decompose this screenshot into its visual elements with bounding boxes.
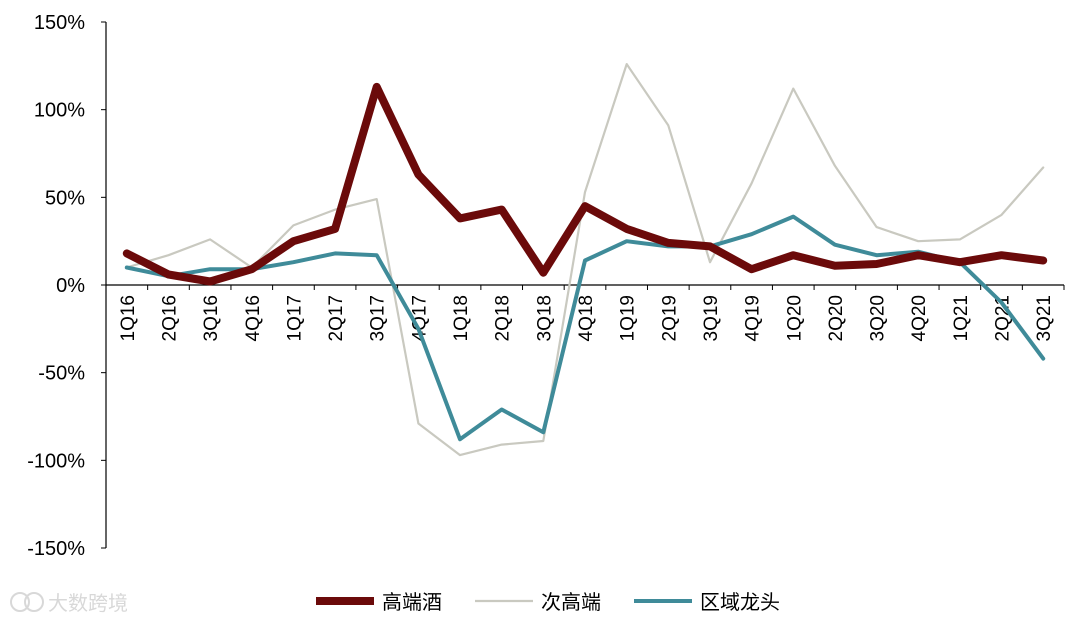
series-line-1 bbox=[125, 62, 1045, 457]
legend-label: 次高端 bbox=[541, 590, 601, 614]
y-tick-label: 0% bbox=[56, 275, 85, 297]
legend: 高端酒 次高端 区域龙头 bbox=[316, 590, 780, 614]
x-tick-label: 1Q19 bbox=[618, 295, 639, 341]
series-line-2 bbox=[124, 214, 1046, 442]
legend-label: 高端酒 bbox=[382, 590, 442, 614]
x-tick-label: 2Q19 bbox=[659, 295, 680, 341]
x-tick-label: 4Q18 bbox=[576, 295, 597, 341]
y-axis: 150% 100% 50% 0% -50% -100% -150% bbox=[27, 12, 107, 560]
x-tick-label: 1Q16 bbox=[118, 295, 139, 341]
x-tick-label: 3Q19 bbox=[701, 295, 722, 341]
x-tick-label: 2Q17 bbox=[326, 295, 347, 341]
x-tick-label: 1Q18 bbox=[451, 295, 472, 341]
series-layer bbox=[122, 62, 1048, 457]
x-tick-label: 4Q19 bbox=[743, 295, 764, 341]
x-tick-label: 1Q20 bbox=[784, 295, 805, 341]
x-tick-label: 3Q18 bbox=[534, 295, 555, 341]
x-tick-label: 1Q17 bbox=[284, 295, 305, 341]
x-tick-label: 3Q21 bbox=[1034, 295, 1055, 341]
y-tick-label: -100% bbox=[27, 450, 85, 472]
legend-label: 区域龙头 bbox=[700, 590, 780, 614]
x-tick-label: 4Q16 bbox=[243, 295, 264, 341]
x-tick-label: 2Q16 bbox=[159, 295, 180, 341]
watermark-text: 大数跨境 bbox=[48, 591, 128, 615]
watermark-logo-icon bbox=[10, 592, 44, 612]
x-tick-label: 4Q20 bbox=[909, 295, 930, 341]
series-line-0 bbox=[122, 82, 1048, 286]
x-tick-label: 3Q17 bbox=[368, 295, 389, 341]
x-axis: 1Q16 2Q16 3Q16 4Q16 1Q17 2Q17 3Q17 4Q17 1Q18 2Q18… bbox=[105, 284, 1065, 341]
y-tick-label: 50% bbox=[45, 187, 85, 209]
x-tick-label: 4Q17 bbox=[409, 295, 430, 341]
watermark: 大数跨境 bbox=[10, 591, 128, 615]
x-tick-label: 2Q21 bbox=[993, 295, 1014, 341]
y-tick-label: 150% bbox=[34, 12, 85, 34]
x-tick-label: 3Q20 bbox=[868, 295, 889, 341]
y-tick-label: -150% bbox=[27, 538, 85, 560]
x-tick-label: 3Q16 bbox=[201, 295, 222, 341]
x-tick-label: 2Q20 bbox=[826, 295, 847, 341]
y-tick-label: 100% bbox=[34, 100, 85, 122]
x-tick-label: 1Q21 bbox=[951, 295, 972, 341]
x-tick-label: 2Q18 bbox=[493, 295, 514, 341]
y-tick-label: -50% bbox=[38, 363, 85, 385]
